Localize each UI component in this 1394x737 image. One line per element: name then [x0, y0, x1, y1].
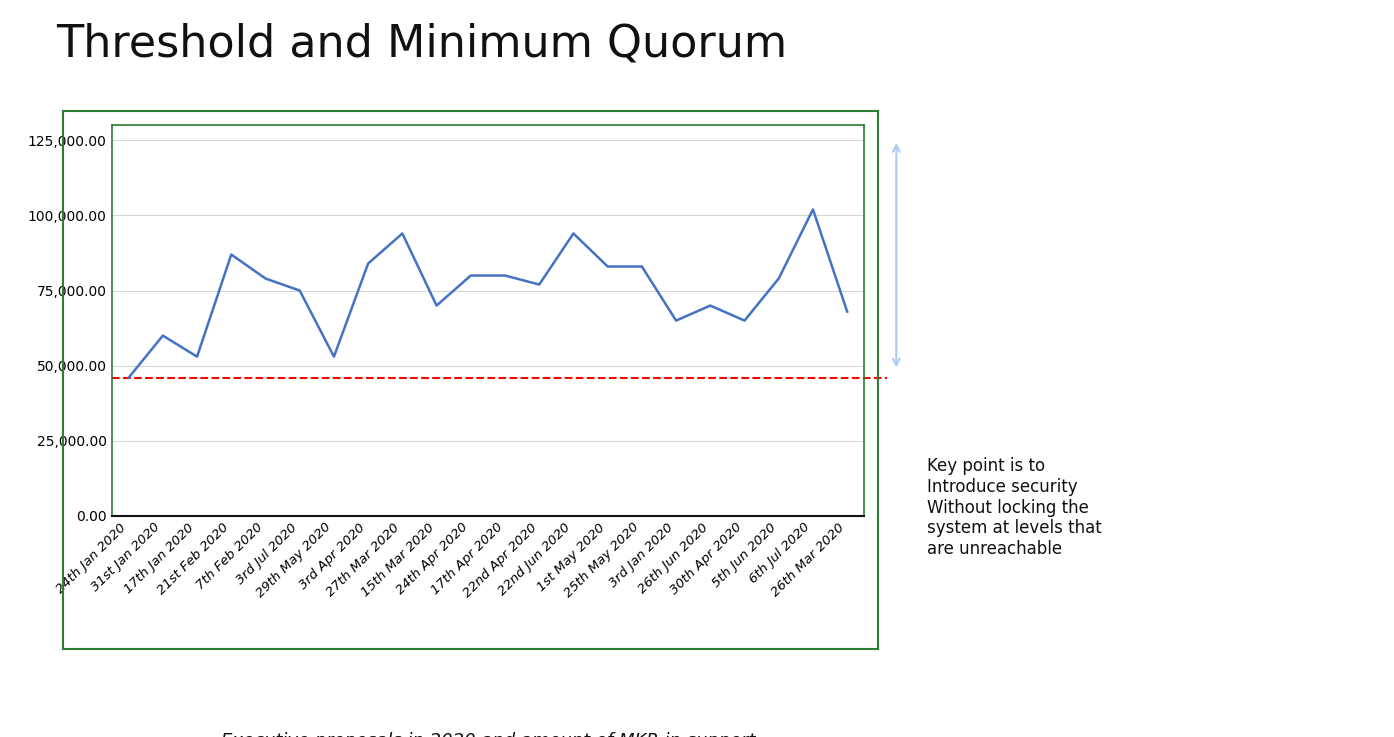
X-axis label: Executive proposals in 2020 and amount of MKR in support: Executive proposals in 2020 and amount o… [220, 733, 756, 737]
Text: Threshold and Minimum Quorum: Threshold and Minimum Quorum [56, 22, 786, 65]
Text: Key point is to
Introduce security
Without locking the
system at levels that
are: Key point is to Introduce security Witho… [927, 457, 1101, 558]
